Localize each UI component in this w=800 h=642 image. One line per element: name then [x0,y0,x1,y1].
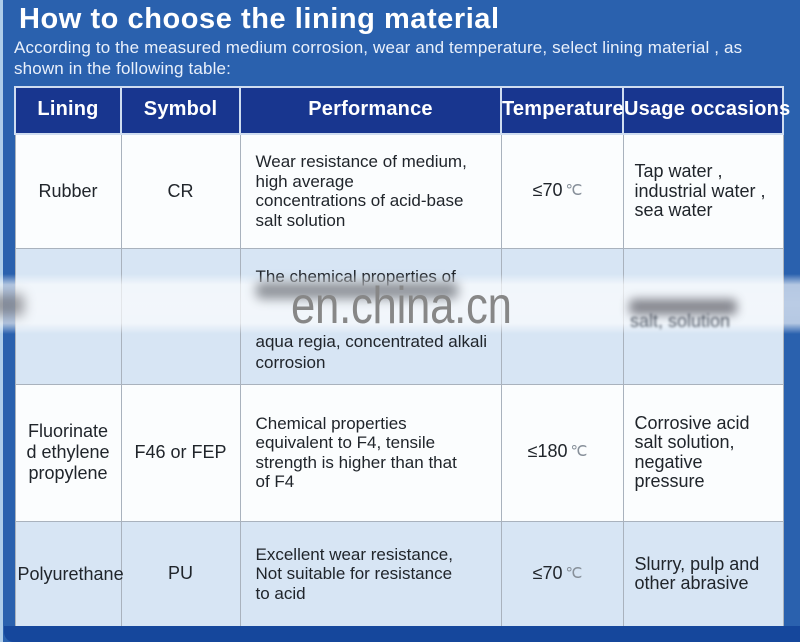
temperature-value: ≤180 [527,441,568,462]
usage-text-fragment: salt, solution [630,311,731,331]
cell-lining: Polyurethane [14,520,124,628]
table-row-rubber: Rubber CR Wear resistance of medium, high… [14,133,784,249]
column-header-temperature: Temperature [500,86,624,135]
cell-usage: Corrosive acid salt solution, negative pres… [622,383,784,522]
cell-temperature: ≤180 ℃ [500,383,624,522]
cell-lining [14,247,122,385]
subtitle-line-2: shown in the following table: [14,59,231,78]
cell-temperature: ≤70 ℃ [500,520,624,628]
page-title: How to choose the lining material [19,3,500,35]
celsius-unit: ℃ [565,182,583,199]
footer-bar [4,626,800,642]
cell-performance: Chemical properties equivalent to F4, ten… [239,383,502,522]
column-header-lining: Lining [14,86,122,135]
cell-symbol [120,247,241,385]
column-header-performance: Performance [239,86,502,135]
watermark-text: en.china.cn [291,277,512,335]
cell-temperature [500,247,624,385]
blurred-text-smudge-performance [256,282,458,299]
celsius-unit: ℃ [565,564,583,582]
temperature-value: ≤70 [532,180,563,200]
blurred-watermark-left-edge [0,294,24,316]
table-row-polyurethane: Polyurethane PU Excellent wear resistanc… [14,520,784,628]
cell-symbol: PU [120,520,241,628]
cell-usage: Tap water , industrial water , sea water [622,133,784,249]
cell-symbol: F46 or FEP [120,383,241,522]
cell-symbol: CR [120,133,241,249]
column-header-symbol: Symbol [120,86,241,135]
lining-table: Lining Symbol Performance Temperature Us… [14,86,790,628]
cell-lining: Fluorinate d ethylene propylene [14,383,122,522]
left-edge-strip [0,0,3,642]
table-row-fep: Fluorinate d ethylene propylene F46 or FEP… [14,383,784,522]
table-header-row: Lining Symbol Performance Temperature Us… [14,86,790,135]
temperature-value: ≤70 [532,562,563,583]
page-subtitle: According to the measured medium corrosi… [14,37,742,79]
cell-performance: Excellent wear resistance, Not suitable f… [239,520,502,628]
subtitle-line-1: According to the measured medium corrosi… [14,38,743,57]
cell-lining: Rubber [14,133,122,249]
cell-performance: Wear resistance of medium, high average co… [239,133,502,249]
column-header-usage: Usage occasions [622,86,790,135]
celsius-unit: ℃ [570,443,588,461]
cell-temperature: ≤70 ℃ [500,133,624,249]
blurred-text-smudge-usage [629,299,737,315]
table-row-watermarked: The chemical properties of aqua regia, co… [14,247,784,385]
cell-usage: Slurry, pulp and other abrasive [622,520,784,628]
